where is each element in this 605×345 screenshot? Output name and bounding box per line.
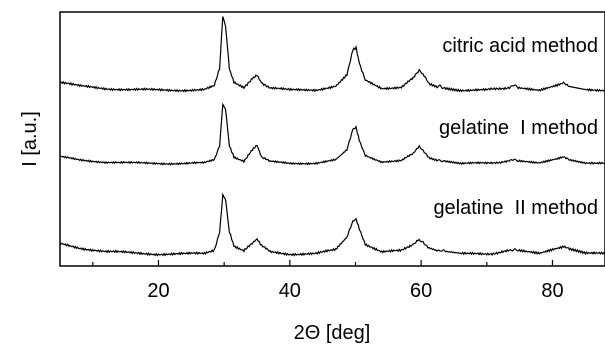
x-tick-label: 20: [147, 280, 169, 302]
plot-frame: [59, 11, 605, 267]
x-tick-label: 80: [541, 280, 563, 302]
x-axis-tick-labels: 20 40 60 80: [147, 280, 563, 302]
series-layer: [59, 16, 605, 257]
series-line-1: [59, 16, 605, 93]
series-labels: citric acid method gelatine I method gelat…: [433, 35, 598, 219]
x-tick-label: 60: [410, 280, 432, 302]
y-axis-label: I [a.u.]: [19, 111, 41, 167]
series-label-1: citric acid method: [442, 35, 598, 57]
series-label-2: gelatine I method: [439, 117, 598, 139]
x-axis-label: 2Θ [deg]: [294, 322, 371, 344]
series-label-3: gelatine II method: [433, 197, 598, 219]
series-line-3: [59, 192, 605, 257]
series-line-2: [59, 102, 605, 166]
x-tick-label: 40: [279, 280, 301, 302]
x-axis-ticks: [92, 260, 554, 266]
